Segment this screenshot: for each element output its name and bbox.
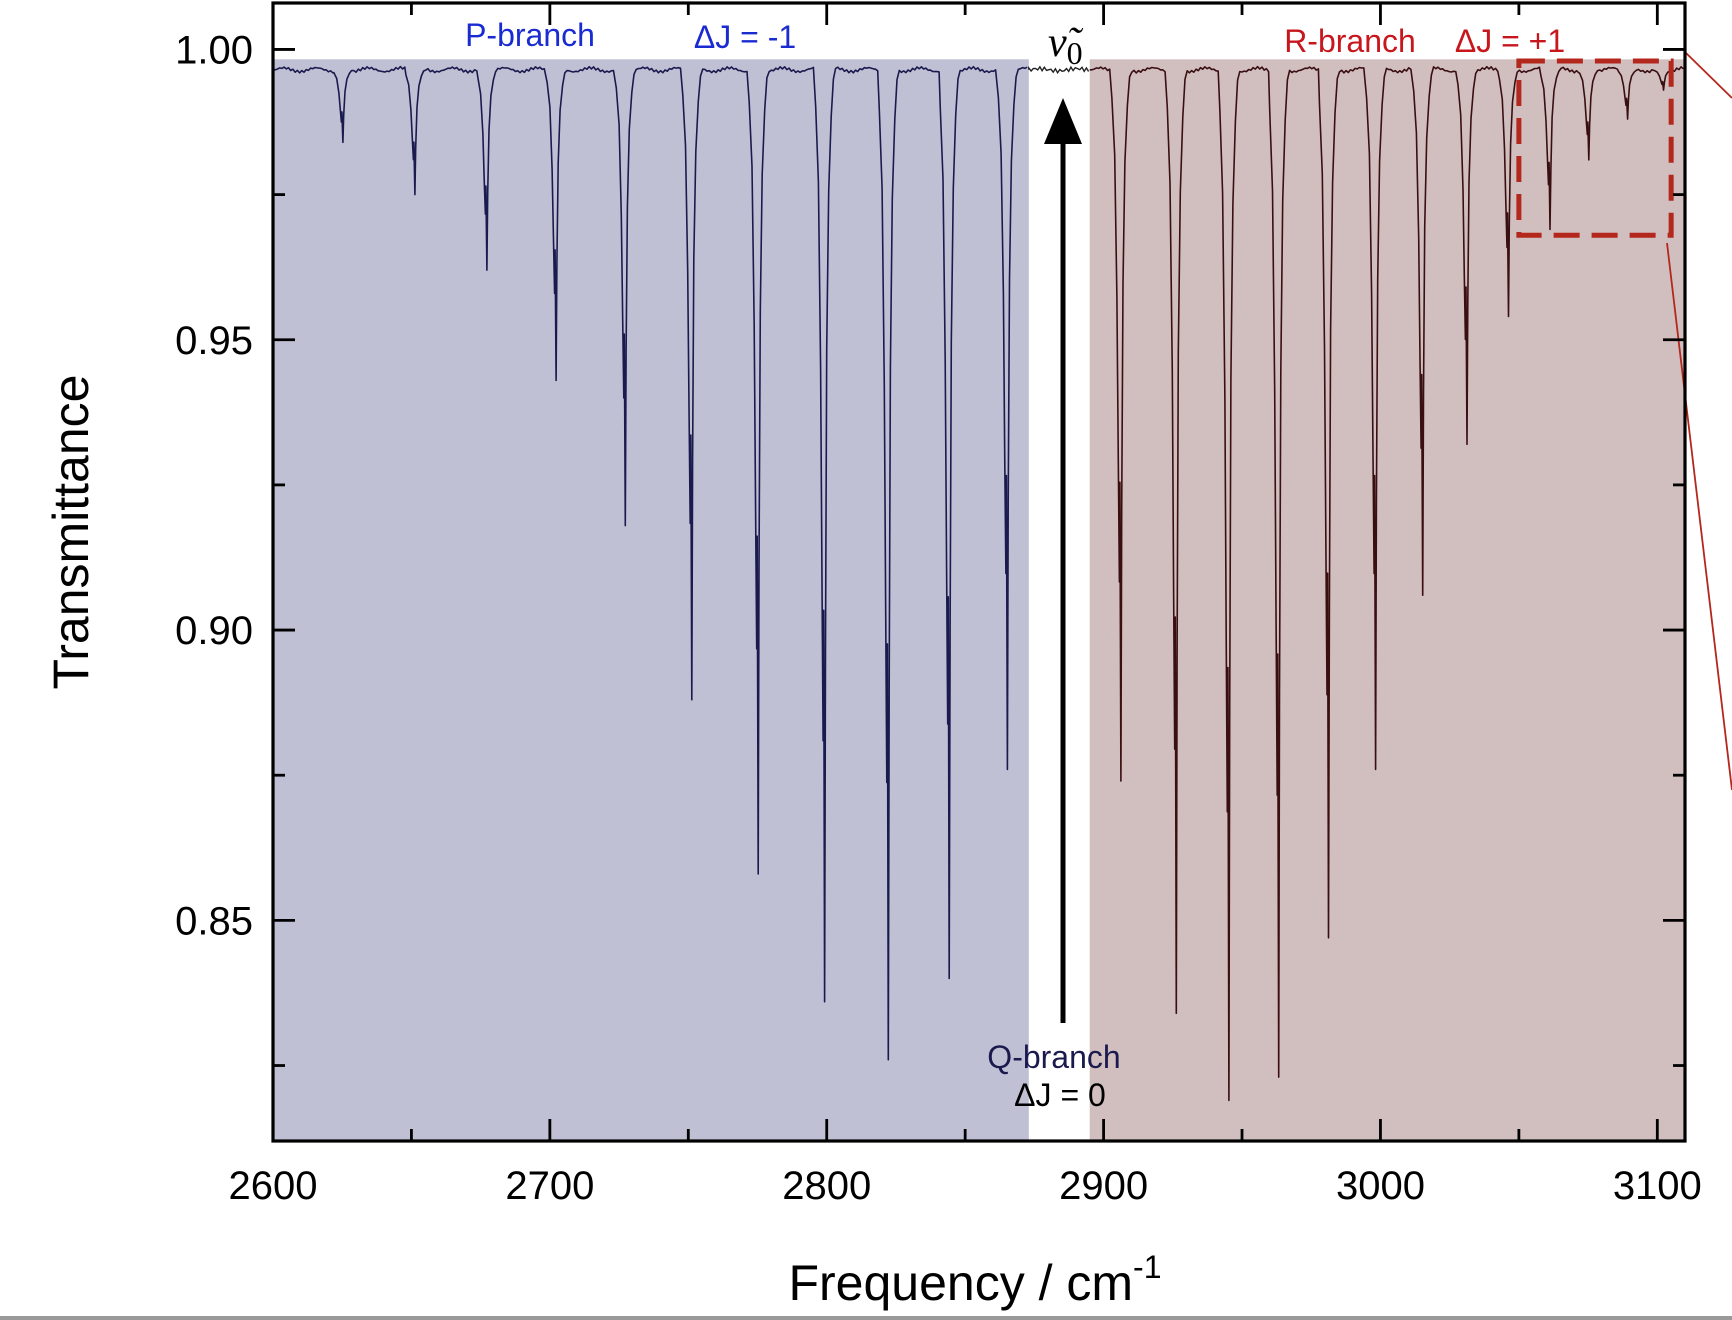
x-tick-label: 3100 bbox=[1613, 1164, 1702, 1208]
y-tick-label: 1.00 bbox=[175, 28, 253, 72]
y-axis-title: Transmittance bbox=[43, 375, 99, 690]
p-branch-shaded-region bbox=[273, 59, 1029, 1142]
band-origin-label: ν̃0 bbox=[1048, 20, 1084, 71]
window-bottom-edge bbox=[0, 1316, 1732, 1320]
r-branch-spectrum-line bbox=[1089, 65, 1684, 1102]
p-branch-label: P-branch bbox=[465, 17, 595, 53]
x-axis-unit-superscript: -1 bbox=[1133, 1249, 1161, 1285]
spectrum-layer bbox=[273, 65, 1684, 1102]
r-branch-label: R-branch bbox=[1284, 23, 1416, 59]
zoom-connector-line bbox=[1684, 51, 1732, 99]
axis-ticks bbox=[271, 3, 1685, 1141]
p-branch-delta-j: ΔJ = -1 bbox=[694, 19, 796, 55]
plot-frame bbox=[271, 1, 1687, 1143]
r-branch-delta-j: ΔJ = +1 bbox=[1455, 23, 1565, 59]
y-tick-labels: 0.85 0.90 0.95 1.00 bbox=[175, 28, 253, 943]
y-tick-label: 0.95 bbox=[175, 319, 253, 363]
q-branch-baseline-line bbox=[1028, 65, 1090, 75]
zoom-connector-line bbox=[1666, 242, 1732, 791]
zoom-region-box bbox=[1516, 58, 1674, 238]
x-tick-label: 2900 bbox=[1059, 1164, 1148, 1208]
x-tick-label: 2700 bbox=[505, 1164, 594, 1208]
y-tick-label: 0.85 bbox=[175, 899, 253, 943]
r-branch-shaded-region bbox=[1089, 59, 1685, 1142]
x-tick-labels: 2600 2700 2800 2900 3000 3100 bbox=[229, 1164, 1702, 1208]
x-tick-label: 2800 bbox=[782, 1164, 871, 1208]
q-branch-label: Q-branch bbox=[987, 1039, 1120, 1075]
x-axis-title: Frequency / cm-1 bbox=[788, 1249, 1161, 1311]
q-branch-arrow-head bbox=[1044, 98, 1082, 144]
x-tick-label: 2600 bbox=[229, 1164, 318, 1208]
p-branch-spectrum-line bbox=[273, 65, 1028, 1061]
y-tick-label: 0.90 bbox=[175, 609, 253, 653]
x-tick-label: 3000 bbox=[1336, 1164, 1425, 1208]
q-branch-delta-j: ΔJ = 0 bbox=[1014, 1077, 1106, 1113]
